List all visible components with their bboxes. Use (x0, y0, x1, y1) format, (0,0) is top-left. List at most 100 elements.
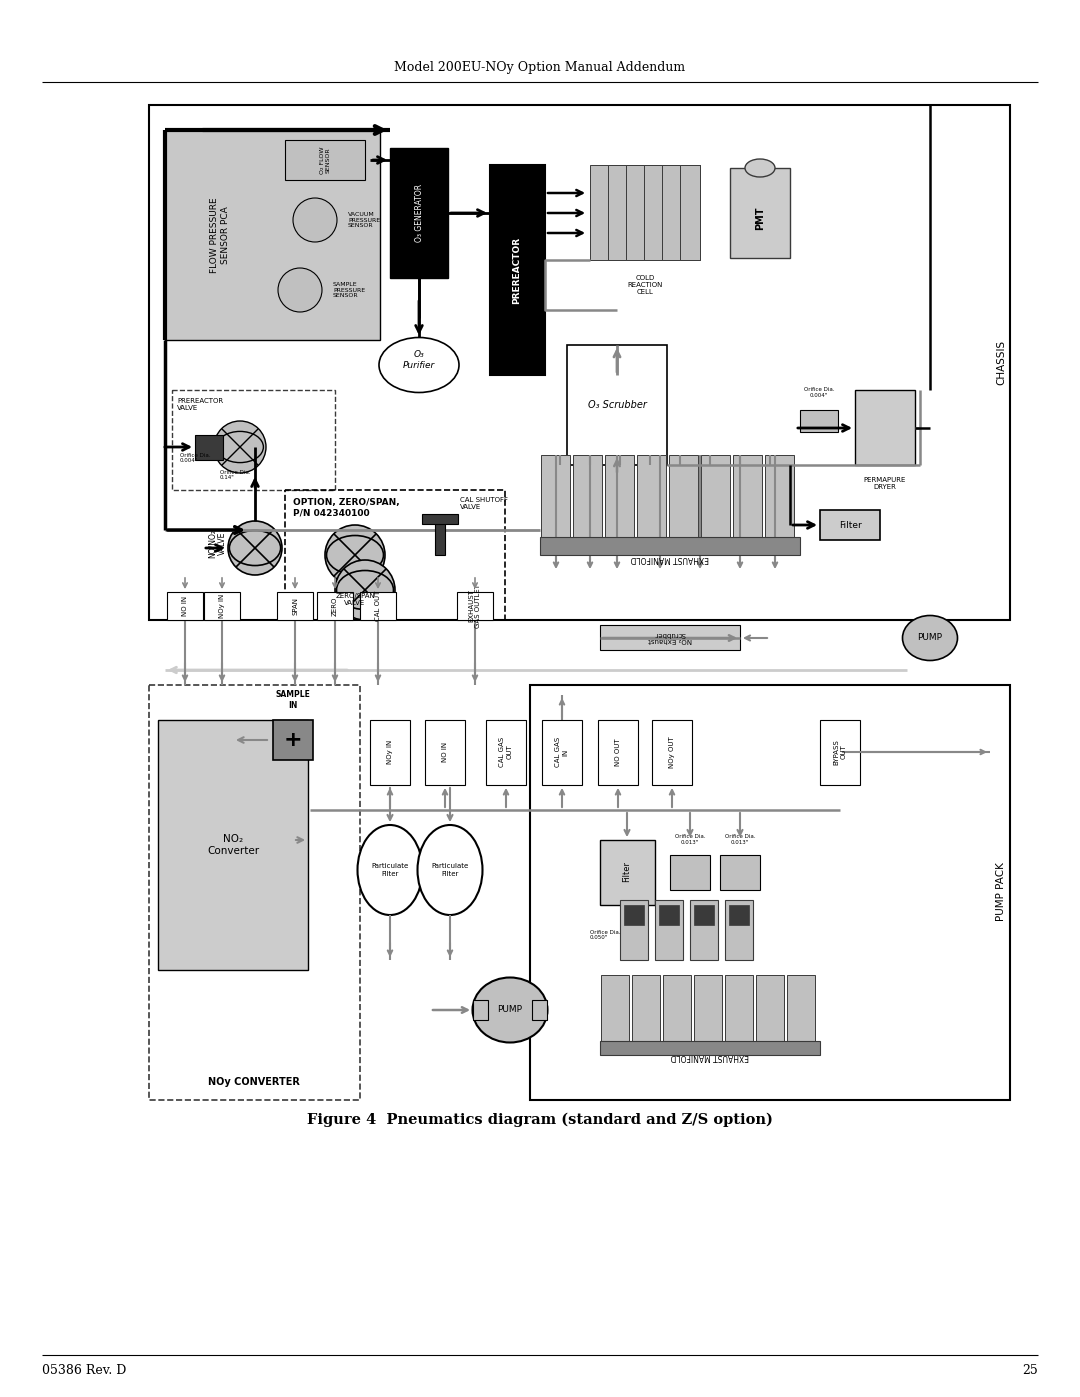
Text: PUMP: PUMP (498, 1006, 523, 1014)
Text: Orifice Dia.
0.050": Orifice Dia. 0.050" (590, 929, 621, 940)
Bar (360, 592, 396, 620)
Text: CAL GAS
IN: CAL GAS IN (555, 738, 568, 767)
Text: OPTION, ZERO/SPAN,
P/N 042340100: OPTION, ZERO/SPAN, P/N 042340100 (293, 497, 400, 517)
Bar (680, 165, 700, 260)
Bar (435, 520, 445, 555)
Bar (729, 905, 750, 925)
Text: Orifice Dia.
0.013": Orifice Dia. 0.013" (675, 834, 705, 845)
Bar (149, 105, 1010, 620)
Bar (390, 148, 448, 278)
Bar (273, 719, 313, 760)
Bar (730, 168, 789, 258)
Text: NO₂ Exhaust
Scrubber: NO₂ Exhaust Scrubber (648, 630, 692, 644)
Text: NO IN: NO IN (442, 742, 448, 761)
Text: PMT: PMT (755, 207, 765, 229)
Ellipse shape (473, 978, 548, 1042)
Circle shape (228, 521, 282, 576)
Bar (541, 455, 570, 541)
Text: NO IN: NO IN (183, 597, 188, 616)
Bar (204, 592, 240, 620)
Text: NOy IN: NOy IN (219, 594, 225, 617)
Bar (195, 434, 222, 460)
Text: Particulate
Filter: Particulate Filter (372, 863, 408, 876)
Bar (662, 165, 700, 260)
Bar (626, 165, 700, 260)
Text: PERMAPURE
DRYER: PERMAPURE DRYER (864, 476, 906, 490)
Bar (318, 592, 353, 620)
Bar (637, 455, 666, 541)
Text: CAL GAS
OUT: CAL GAS OUT (499, 738, 513, 767)
Text: Particulate
Filter: Particulate Filter (431, 863, 469, 876)
Bar (276, 592, 313, 620)
Bar (473, 1000, 488, 1020)
Bar (624, 905, 644, 925)
Bar (600, 840, 654, 905)
Text: SPAN: SPAN (292, 597, 298, 615)
Text: EXHAUST MANIFOLD: EXHAUST MANIFOLD (671, 1052, 750, 1060)
Text: SAMPLE
PRESSURE
SENSOR: SAMPLE PRESSURE SENSOR (333, 282, 365, 299)
Bar (701, 455, 730, 541)
Text: +: + (284, 731, 302, 750)
Ellipse shape (418, 826, 483, 915)
Bar (659, 905, 679, 925)
Text: FLOW PRESSURE
SENSOR PCA: FLOW PRESSURE SENSOR PCA (211, 197, 230, 272)
Text: COLD
REACTION
CELL: COLD REACTION CELL (627, 275, 663, 295)
Text: NOy CONVERTER: NOy CONVERTER (208, 1077, 300, 1087)
Bar (600, 624, 740, 650)
Ellipse shape (379, 338, 459, 393)
Bar (608, 165, 700, 260)
Bar (663, 975, 691, 1044)
Bar (149, 685, 360, 1099)
Bar (765, 455, 794, 541)
Text: Orifice Dia.
0.013": Orifice Dia. 0.013" (725, 834, 755, 845)
Bar (600, 975, 629, 1044)
Text: CHASSIS: CHASSIS (996, 339, 1005, 384)
Bar (632, 975, 660, 1044)
Text: Model 200EU-NOy Option Manual Addendum: Model 200EU-NOy Option Manual Addendum (394, 61, 686, 74)
Bar (820, 510, 880, 541)
Bar (820, 719, 860, 785)
Text: Figure 4  Pneumatics diagram (standard and Z/S option): Figure 4 Pneumatics diagram (standard an… (307, 1113, 773, 1127)
Bar (694, 975, 723, 1044)
Bar (532, 1000, 546, 1020)
Bar (600, 1041, 820, 1055)
Circle shape (325, 525, 384, 585)
Bar (654, 900, 683, 960)
Text: O₂ FLOW
SENSOR: O₂ FLOW SENSOR (320, 147, 330, 173)
Bar (285, 140, 365, 180)
Text: Orifice Dia.
0.14": Orifice Dia. 0.14" (220, 469, 251, 481)
Text: O₃ GENERATOR: O₃ GENERATOR (415, 184, 423, 242)
Ellipse shape (745, 159, 775, 177)
Text: PREREACTOR
VALVE: PREREACTOR VALVE (177, 398, 224, 411)
Text: Orifice Dia.
0.004": Orifice Dia. 0.004" (180, 453, 211, 464)
Bar (598, 719, 638, 785)
Bar (370, 719, 410, 785)
Bar (652, 719, 692, 785)
Bar (720, 855, 760, 890)
Text: NO₂
Converter: NO₂ Converter (207, 834, 259, 856)
Text: NOy OUT: NOy OUT (669, 736, 675, 768)
Bar (800, 409, 838, 432)
Bar (733, 455, 762, 541)
Bar (486, 719, 526, 785)
Bar (590, 165, 700, 260)
Text: VACUUM
PRESSURE
SENSOR: VACUUM PRESSURE SENSOR (348, 212, 380, 228)
Bar (165, 130, 380, 339)
Bar (573, 455, 602, 541)
Text: CAL SHUTOFF
VALVE: CAL SHUTOFF VALVE (460, 497, 508, 510)
Bar (690, 900, 718, 960)
Bar (167, 592, 203, 620)
Bar (620, 900, 648, 960)
Text: 25: 25 (1023, 1363, 1038, 1376)
Bar (540, 536, 800, 555)
Text: EXHAUST MANIFOLD: EXHAUST MANIFOLD (631, 555, 710, 563)
Bar (567, 345, 667, 465)
Bar (756, 975, 784, 1044)
Bar (457, 592, 492, 620)
Bar (605, 455, 634, 541)
Bar (542, 719, 582, 785)
Text: 05386 Rev. D: 05386 Rev. D (42, 1363, 126, 1376)
Bar (530, 685, 1010, 1099)
Bar (694, 905, 714, 925)
Bar (422, 514, 458, 524)
